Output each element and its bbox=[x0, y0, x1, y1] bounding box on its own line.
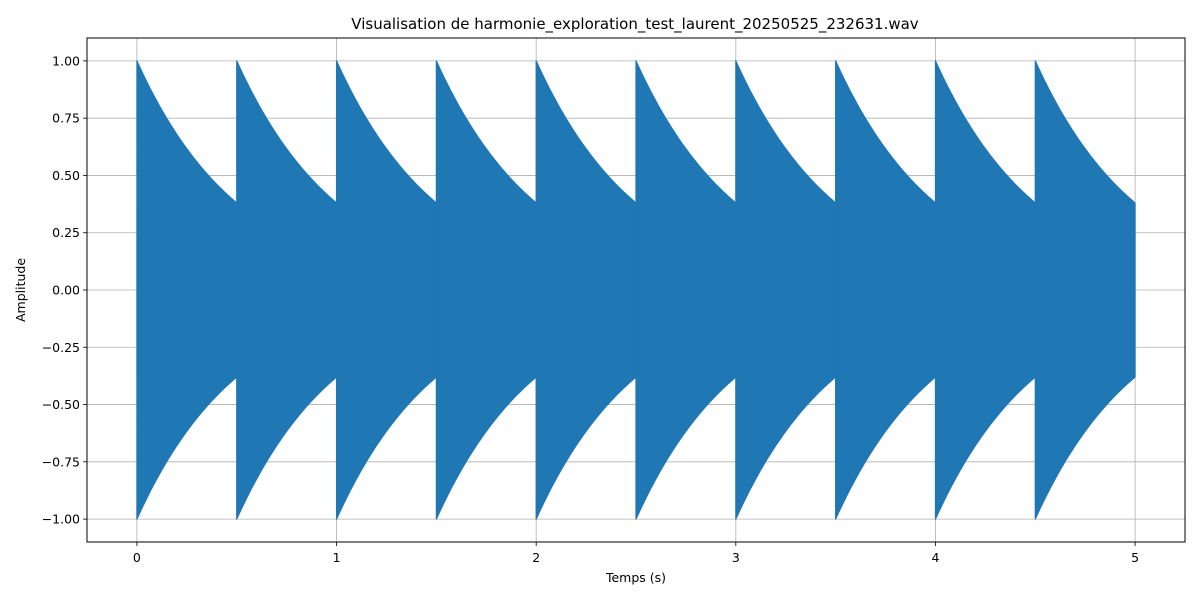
waveform-pulse bbox=[635, 60, 737, 520]
waveform-pulse bbox=[835, 60, 937, 520]
waveform-pulse bbox=[236, 60, 338, 520]
x-tick-label: 3 bbox=[732, 550, 740, 565]
x-tick-label: 1 bbox=[333, 550, 341, 565]
waveform-series bbox=[136, 60, 1136, 520]
waveform-pulse bbox=[1034, 60, 1136, 520]
waveform-pulse bbox=[136, 60, 238, 520]
x-tick-label: 2 bbox=[532, 550, 540, 565]
y-tick-label: 0.25 bbox=[52, 225, 80, 240]
waveform-pulse bbox=[535, 60, 637, 520]
y-tick-label: 0.50 bbox=[52, 168, 80, 183]
x-axis: 0 1 2 3 4 5 bbox=[133, 542, 1139, 565]
x-tick-label: 0 bbox=[133, 550, 141, 565]
waveform-pulse bbox=[335, 60, 437, 520]
x-axis-label: Temps (s) bbox=[605, 570, 666, 585]
y-axis-label: Amplitude bbox=[13, 258, 28, 322]
chart-title: Visualisation de harmonie_exploration_te… bbox=[351, 15, 919, 34]
y-tick-label: −0.75 bbox=[42, 454, 80, 469]
y-tick-label: −0.25 bbox=[42, 340, 80, 355]
x-tick-label: 4 bbox=[931, 550, 939, 565]
y-tick-label: 0.75 bbox=[52, 111, 80, 126]
waveform-pulse bbox=[735, 60, 837, 520]
y-tick-label: 1.00 bbox=[52, 53, 80, 68]
y-tick-label: −0.50 bbox=[42, 397, 80, 412]
waveform-pulse bbox=[934, 60, 1036, 520]
waveform-pulse bbox=[435, 60, 537, 520]
y-tick-label: 0.00 bbox=[52, 283, 80, 298]
y-axis: 1.00 0.75 0.50 0.25 0.00 −0.25 −0.50 −0.75 −1.00 bbox=[42, 53, 87, 527]
x-tick-label: 5 bbox=[1131, 550, 1139, 565]
y-tick-label: −1.00 bbox=[42, 512, 80, 527]
